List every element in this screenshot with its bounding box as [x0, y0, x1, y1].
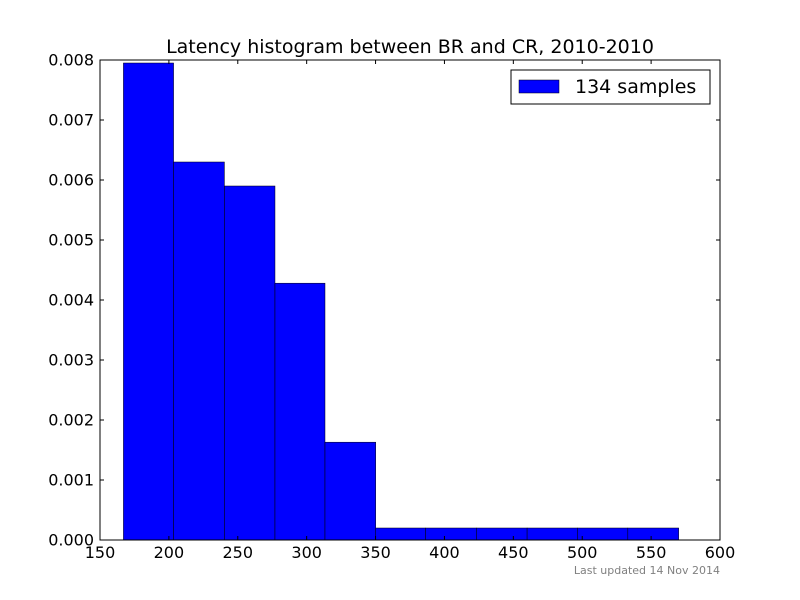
y-tick-label: 0.004	[48, 291, 94, 310]
histogram-bar	[476, 527, 528, 541]
x-tick-label: 250	[223, 543, 254, 562]
plot-frame	[99, 59, 721, 541]
y-tick-label: 0.007	[48, 111, 94, 130]
y-tick-label: 0.002	[48, 411, 94, 430]
x-tick-label: 400	[429, 543, 460, 562]
histogram-bar	[324, 441, 376, 541]
x-tick-label: 500	[567, 543, 598, 562]
x-tick-label: 200	[154, 543, 185, 562]
histogram-bar	[224, 185, 276, 541]
histogram-bar	[123, 62, 174, 541]
y-tick-label: 0.008	[48, 51, 94, 70]
y-tick-label: 0.000	[48, 531, 94, 550]
histogram-bar	[375, 527, 426, 541]
legend: 134 samples	[510, 69, 711, 105]
y-tick-label: 0.006	[48, 171, 94, 190]
x-tick-label: 450	[498, 543, 529, 562]
chart-title: Latency histogram between BR and CR, 201…	[166, 36, 654, 58]
ticks-group: 150 200 250 300 350 400 450 500 550 600 0.000 0.001…	[48, 51, 735, 563]
last-updated-note: Last updated 14 Nov 2014	[574, 564, 720, 577]
x-tick-label: 150	[85, 543, 116, 562]
legend-label: 134 samples	[575, 76, 696, 98]
histogram-bar	[425, 527, 477, 541]
histogram-bar	[173, 161, 225, 541]
histogram-bar	[627, 527, 679, 541]
y-tick-label: 0.005	[48, 231, 94, 250]
legend-swatch	[518, 79, 560, 94]
bars-group	[123, 62, 679, 541]
x-tick-label: 600	[705, 543, 736, 562]
y-tick-label: 0.001	[48, 471, 94, 490]
histogram-bar	[526, 527, 578, 541]
x-tick-label: 350	[360, 543, 391, 562]
histogram-bar	[274, 282, 326, 541]
x-tick-label: 550	[636, 543, 667, 562]
histogram-bar	[577, 527, 629, 541]
x-tick-label: 300	[291, 543, 322, 562]
y-tick-label: 0.003	[48, 351, 94, 370]
